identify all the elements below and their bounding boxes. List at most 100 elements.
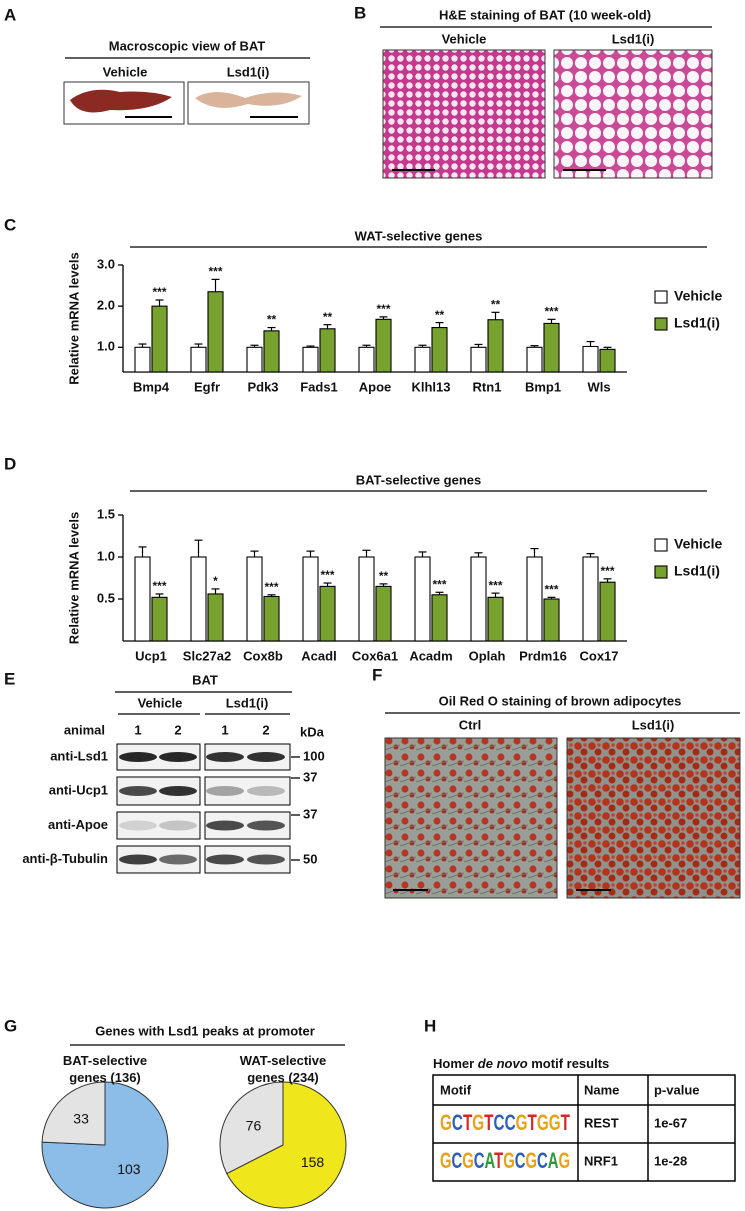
- significance-label: ***: [544, 304, 558, 318]
- panel-letter: C: [4, 215, 16, 234]
- x-tick-label: Apoe: [359, 379, 392, 394]
- kda-label: 37: [303, 806, 317, 821]
- bar: [487, 319, 504, 373]
- panel-letter: A: [4, 5, 16, 24]
- x-tick-label: Cox6a1: [352, 648, 398, 663]
- antibody-label: anti-Lsd1: [50, 748, 108, 763]
- significance-label: **: [435, 308, 445, 322]
- bar: [414, 556, 431, 642]
- significance-label: ***: [320, 568, 334, 582]
- blot-band: [119, 820, 157, 831]
- blot-band: [247, 752, 285, 762]
- animal-number: 1: [221, 722, 228, 737]
- blot-band: [247, 854, 285, 865]
- blot-box: [204, 776, 291, 806]
- pie-slice: [226, 1081, 347, 1209]
- x-tick-label: Klhl13: [411, 379, 450, 394]
- y-tick-label: 1.0: [97, 548, 115, 563]
- chart-title: WAT-selective genes: [355, 228, 483, 243]
- blot-band: [119, 786, 157, 796]
- significance-label: **: [267, 313, 277, 327]
- panel-letter: D: [4, 454, 16, 473]
- pie-label: 76: [246, 1118, 262, 1134]
- bar: [358, 556, 375, 642]
- x-tick-label: Rtn1: [473, 379, 502, 394]
- blot-band: [119, 854, 157, 865]
- column-label: Lsd1(i): [632, 717, 675, 732]
- significance-label: *: [213, 574, 218, 588]
- column-label: Vehicle: [103, 64, 148, 79]
- motif-logo: GCTGTCCGTGGT: [440, 1110, 570, 1135]
- bar: [582, 556, 599, 642]
- panel-title: BAT: [192, 672, 218, 687]
- bar: [526, 346, 543, 373]
- x-tick-label: Bmp4: [133, 379, 170, 394]
- panel-title: Oil Red O staining of brown adipocytes: [439, 693, 682, 708]
- bar: [487, 596, 504, 642]
- y-tick-label: 2.0: [97, 298, 115, 313]
- bar: [134, 346, 151, 373]
- legend-swatch: [654, 565, 668, 579]
- significance-label: ***: [376, 302, 390, 316]
- table-header: Motif: [440, 1082, 472, 1097]
- x-tick-label: Bmp1: [525, 379, 561, 394]
- x-tick-label: Ucp1: [135, 648, 167, 663]
- title-part: de novo: [477, 1056, 528, 1071]
- animal-number: 1: [134, 722, 141, 737]
- bar: [375, 585, 392, 642]
- animal-number: 2: [174, 722, 181, 737]
- blot-band: [159, 820, 197, 831]
- significance-label: **: [323, 310, 333, 324]
- bar: [470, 346, 487, 373]
- legend-swatch: [654, 538, 668, 552]
- x-tick-label: Egfr: [194, 379, 220, 394]
- x-tick-label: Pdk3: [247, 379, 278, 394]
- bar: [207, 593, 224, 642]
- bar: [151, 596, 168, 642]
- panel-letter: F: [372, 665, 382, 684]
- y-tick-label: 1.5: [97, 506, 115, 521]
- bar: [526, 556, 543, 642]
- title-part: Homer: [433, 1056, 478, 1071]
- blot-band: [159, 752, 197, 762]
- bar: [431, 594, 448, 642]
- pie-title: WAT-selective genes (234): [239, 1053, 327, 1085]
- he-images: [382, 49, 713, 179]
- legend-label: Vehicle: [674, 288, 722, 304]
- x-tick-label: Wls: [587, 379, 610, 394]
- bar: [207, 291, 224, 373]
- bar: [358, 346, 375, 373]
- x-tick-label: Oplah: [469, 648, 506, 663]
- motif-table-grid: [432, 1074, 736, 1182]
- legend-swatch: [654, 290, 668, 304]
- blot-band: [247, 820, 285, 831]
- table-cell: 1e-67: [654, 1115, 687, 1130]
- bar: [319, 328, 336, 373]
- kda-label: 50: [303, 851, 317, 866]
- blot-band: [247, 786, 285, 796]
- antibody-label: anti-Ucp1: [49, 782, 108, 797]
- panel-letter: B: [354, 3, 366, 22]
- panel-letter: G: [4, 1016, 17, 1035]
- bar: [414, 346, 431, 373]
- significance-label: ***: [544, 582, 558, 596]
- blot-band: [159, 786, 197, 796]
- y-tick-label: 0.5: [97, 590, 115, 605]
- significance-label: ***: [264, 580, 278, 594]
- pie-label: 33: [73, 1111, 89, 1127]
- column-label: Lsd1(i): [227, 64, 270, 79]
- bar: [431, 327, 448, 373]
- blot-band: [206, 752, 244, 762]
- pie-label: 103: [117, 1161, 141, 1177]
- legend-label: Vehicle: [674, 536, 722, 552]
- pie-slice: [41, 1081, 106, 1146]
- animal-label: animal: [64, 722, 105, 737]
- bat-photos: [63, 81, 310, 125]
- pie-slice: [219, 1081, 284, 1175]
- group-label: Lsd1(i): [226, 695, 269, 710]
- significance-label: ***: [152, 285, 166, 299]
- pie-label: 158: [301, 1154, 325, 1170]
- bar: [246, 556, 263, 642]
- significance-label: ***: [600, 564, 614, 578]
